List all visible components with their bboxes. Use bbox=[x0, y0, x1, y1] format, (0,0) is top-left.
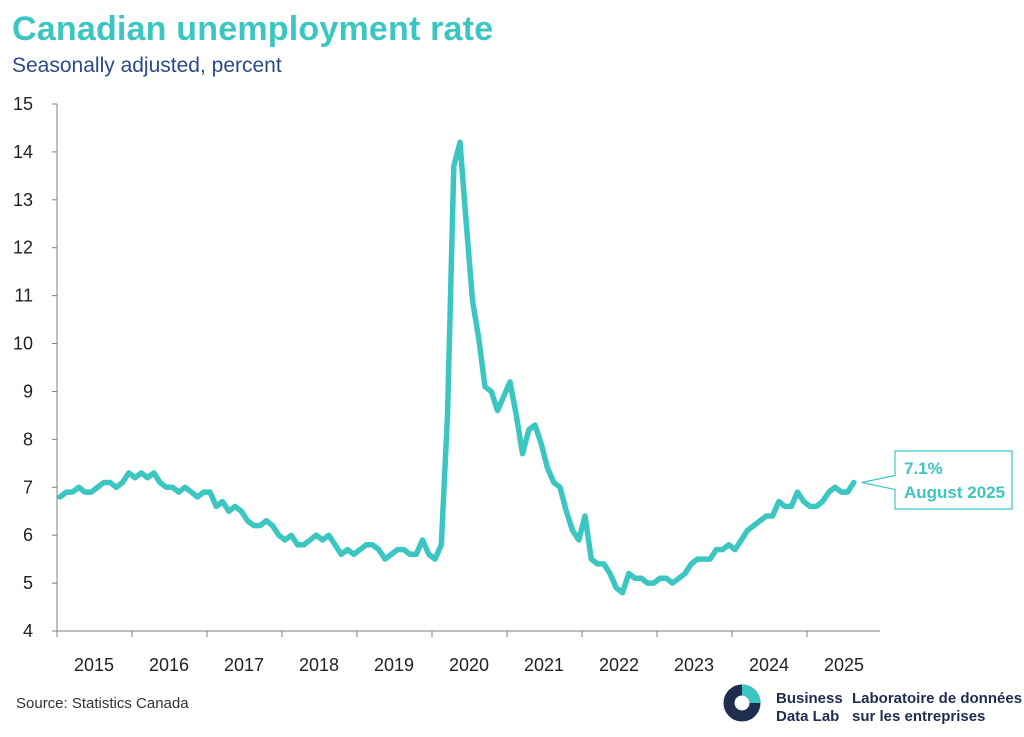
brand-en-line2: Data Lab bbox=[776, 708, 840, 725]
x-tick-label: 2020 bbox=[449, 655, 489, 675]
brand-en-line1: Business bbox=[776, 690, 843, 707]
x-tick-label: 2025 bbox=[824, 655, 864, 675]
business-data-lab-logo bbox=[723, 684, 761, 722]
x-tick-label: 2018 bbox=[299, 655, 339, 675]
y-tick-label: 13 bbox=[13, 190, 33, 210]
brand-name-french: Laboratoire de données sur les entrepris… bbox=[852, 690, 1022, 726]
x-tick-label: 2022 bbox=[599, 655, 639, 675]
brand-name-english: Business Data Lab bbox=[776, 690, 843, 726]
callout-box bbox=[861, 450, 1013, 510]
x-tick-label: 2017 bbox=[224, 655, 264, 675]
chart-subtitle: Seasonally adjusted, percent bbox=[12, 54, 282, 77]
y-tick-label: 12 bbox=[13, 238, 33, 258]
y-tick-label: 14 bbox=[13, 142, 33, 162]
x-tick-label: 2016 bbox=[149, 655, 189, 675]
x-tick-label: 2019 bbox=[374, 655, 414, 675]
x-tick-label: 2021 bbox=[524, 655, 564, 675]
y-tick-label: 10 bbox=[13, 334, 33, 354]
y-tick-label: 5 bbox=[23, 573, 33, 593]
brand-fr-line2: sur les entreprises bbox=[852, 708, 986, 725]
y-tick-label: 15 bbox=[13, 94, 33, 114]
y-tick-label: 7 bbox=[23, 477, 33, 497]
x-tick-label: 2024 bbox=[749, 655, 789, 675]
brand-fr-line1: Laboratoire de données bbox=[852, 690, 1023, 707]
y-tick-label: 9 bbox=[23, 381, 33, 401]
y-tick-label: 6 bbox=[23, 525, 33, 545]
x-tick-label: 2023 bbox=[674, 655, 714, 675]
y-tick-label: 11 bbox=[14, 286, 33, 306]
callout-label: August 2025 bbox=[904, 483, 1005, 502]
unemployment-rate-line bbox=[57, 139, 857, 596]
x-tick-label: 2015 bbox=[74, 655, 114, 675]
y-tick-label: 4 bbox=[23, 621, 33, 641]
y-tick-label: 8 bbox=[23, 429, 33, 449]
callout-value: 7.1% bbox=[904, 459, 943, 478]
chart-title: Canadian unemployment rate bbox=[12, 10, 494, 48]
source-note: Source: Statistics Canada bbox=[16, 695, 189, 712]
